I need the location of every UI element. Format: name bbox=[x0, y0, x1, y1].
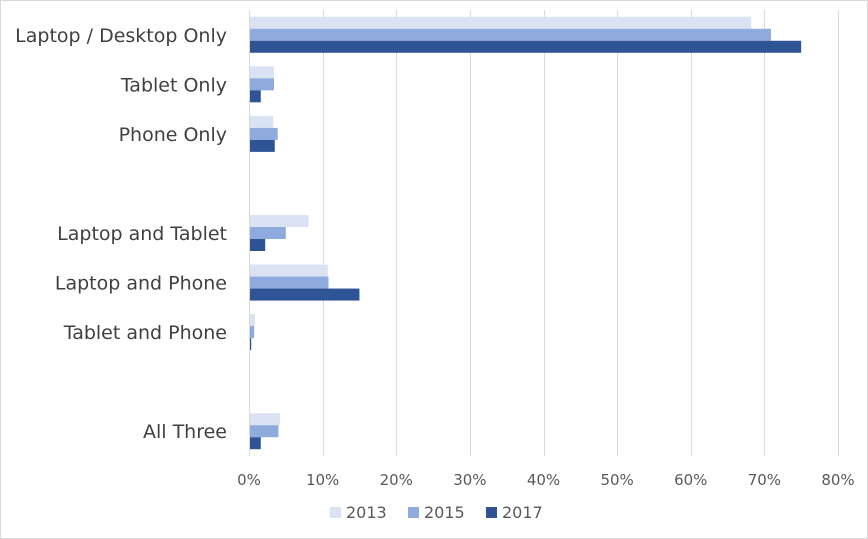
bar-2017-1 bbox=[249, 90, 261, 103]
bar-2015-5 bbox=[249, 276, 329, 289]
bar-2015-8 bbox=[249, 425, 279, 438]
legend-label-2017: 2017 bbox=[502, 503, 543, 522]
x-tick-label: 80% bbox=[821, 471, 854, 489]
category-label: Laptop and Phone bbox=[55, 273, 227, 295]
x-tick-label: 40% bbox=[527, 471, 560, 489]
category-labels: Laptop / Desktop Only Tablet Only Phone On… bbox=[15, 25, 227, 443]
bars bbox=[249, 16, 802, 450]
bar-2013-5 bbox=[249, 264, 328, 277]
bar-2017-4 bbox=[249, 239, 266, 251]
bar-2013-6 bbox=[249, 314, 255, 327]
bar-2017-0 bbox=[249, 40, 802, 53]
bar-2015-4 bbox=[249, 227, 286, 239]
category-label: Tablet and Phone bbox=[63, 322, 227, 344]
x-tick-label: 60% bbox=[674, 471, 707, 489]
bar-2013-8 bbox=[249, 413, 280, 426]
legend-label-2015: 2015 bbox=[424, 503, 465, 522]
category-label: Phone Only bbox=[119, 124, 227, 146]
bar-2017-8 bbox=[249, 437, 261, 450]
gridlines bbox=[323, 10, 839, 456]
bar-2015-1 bbox=[249, 78, 275, 91]
legend-swatch-2015 bbox=[408, 507, 419, 518]
bar-2017-5 bbox=[249, 288, 360, 301]
bar-2017-6 bbox=[249, 338, 252, 351]
x-tick-labels: 0% 10% 20% 30% 40% 50% 60% 70% 80% bbox=[237, 471, 855, 489]
category-label: Tablet Only bbox=[120, 74, 227, 96]
bar-2015-6 bbox=[249, 326, 255, 339]
bar-2015-2 bbox=[249, 127, 278, 140]
x-tick-label: 20% bbox=[380, 471, 413, 489]
x-tick-label: 50% bbox=[600, 471, 633, 489]
category-label: Laptop and Tablet bbox=[57, 223, 227, 245]
x-tick-label: 0% bbox=[237, 471, 261, 489]
bar-2013-1 bbox=[249, 66, 275, 79]
bar-2013-4 bbox=[249, 215, 309, 227]
x-tick-label: 70% bbox=[748, 471, 781, 489]
bar-2013-2 bbox=[249, 115, 274, 128]
legend-label-2013: 2013 bbox=[346, 503, 387, 522]
legend-swatch-2013 bbox=[330, 507, 341, 518]
x-tick-label: 30% bbox=[453, 471, 486, 489]
bar-2013-0 bbox=[249, 16, 752, 29]
legend-swatch-2017 bbox=[486, 507, 497, 518]
bar-2017-2 bbox=[249, 139, 275, 152]
category-label: Laptop / Desktop Only bbox=[15, 25, 227, 47]
bar-2015-0 bbox=[249, 28, 772, 41]
category-label: All Three bbox=[143, 421, 227, 443]
legend: 2013 2015 2017 bbox=[330, 503, 543, 522]
x-tick-label: 10% bbox=[306, 471, 339, 489]
